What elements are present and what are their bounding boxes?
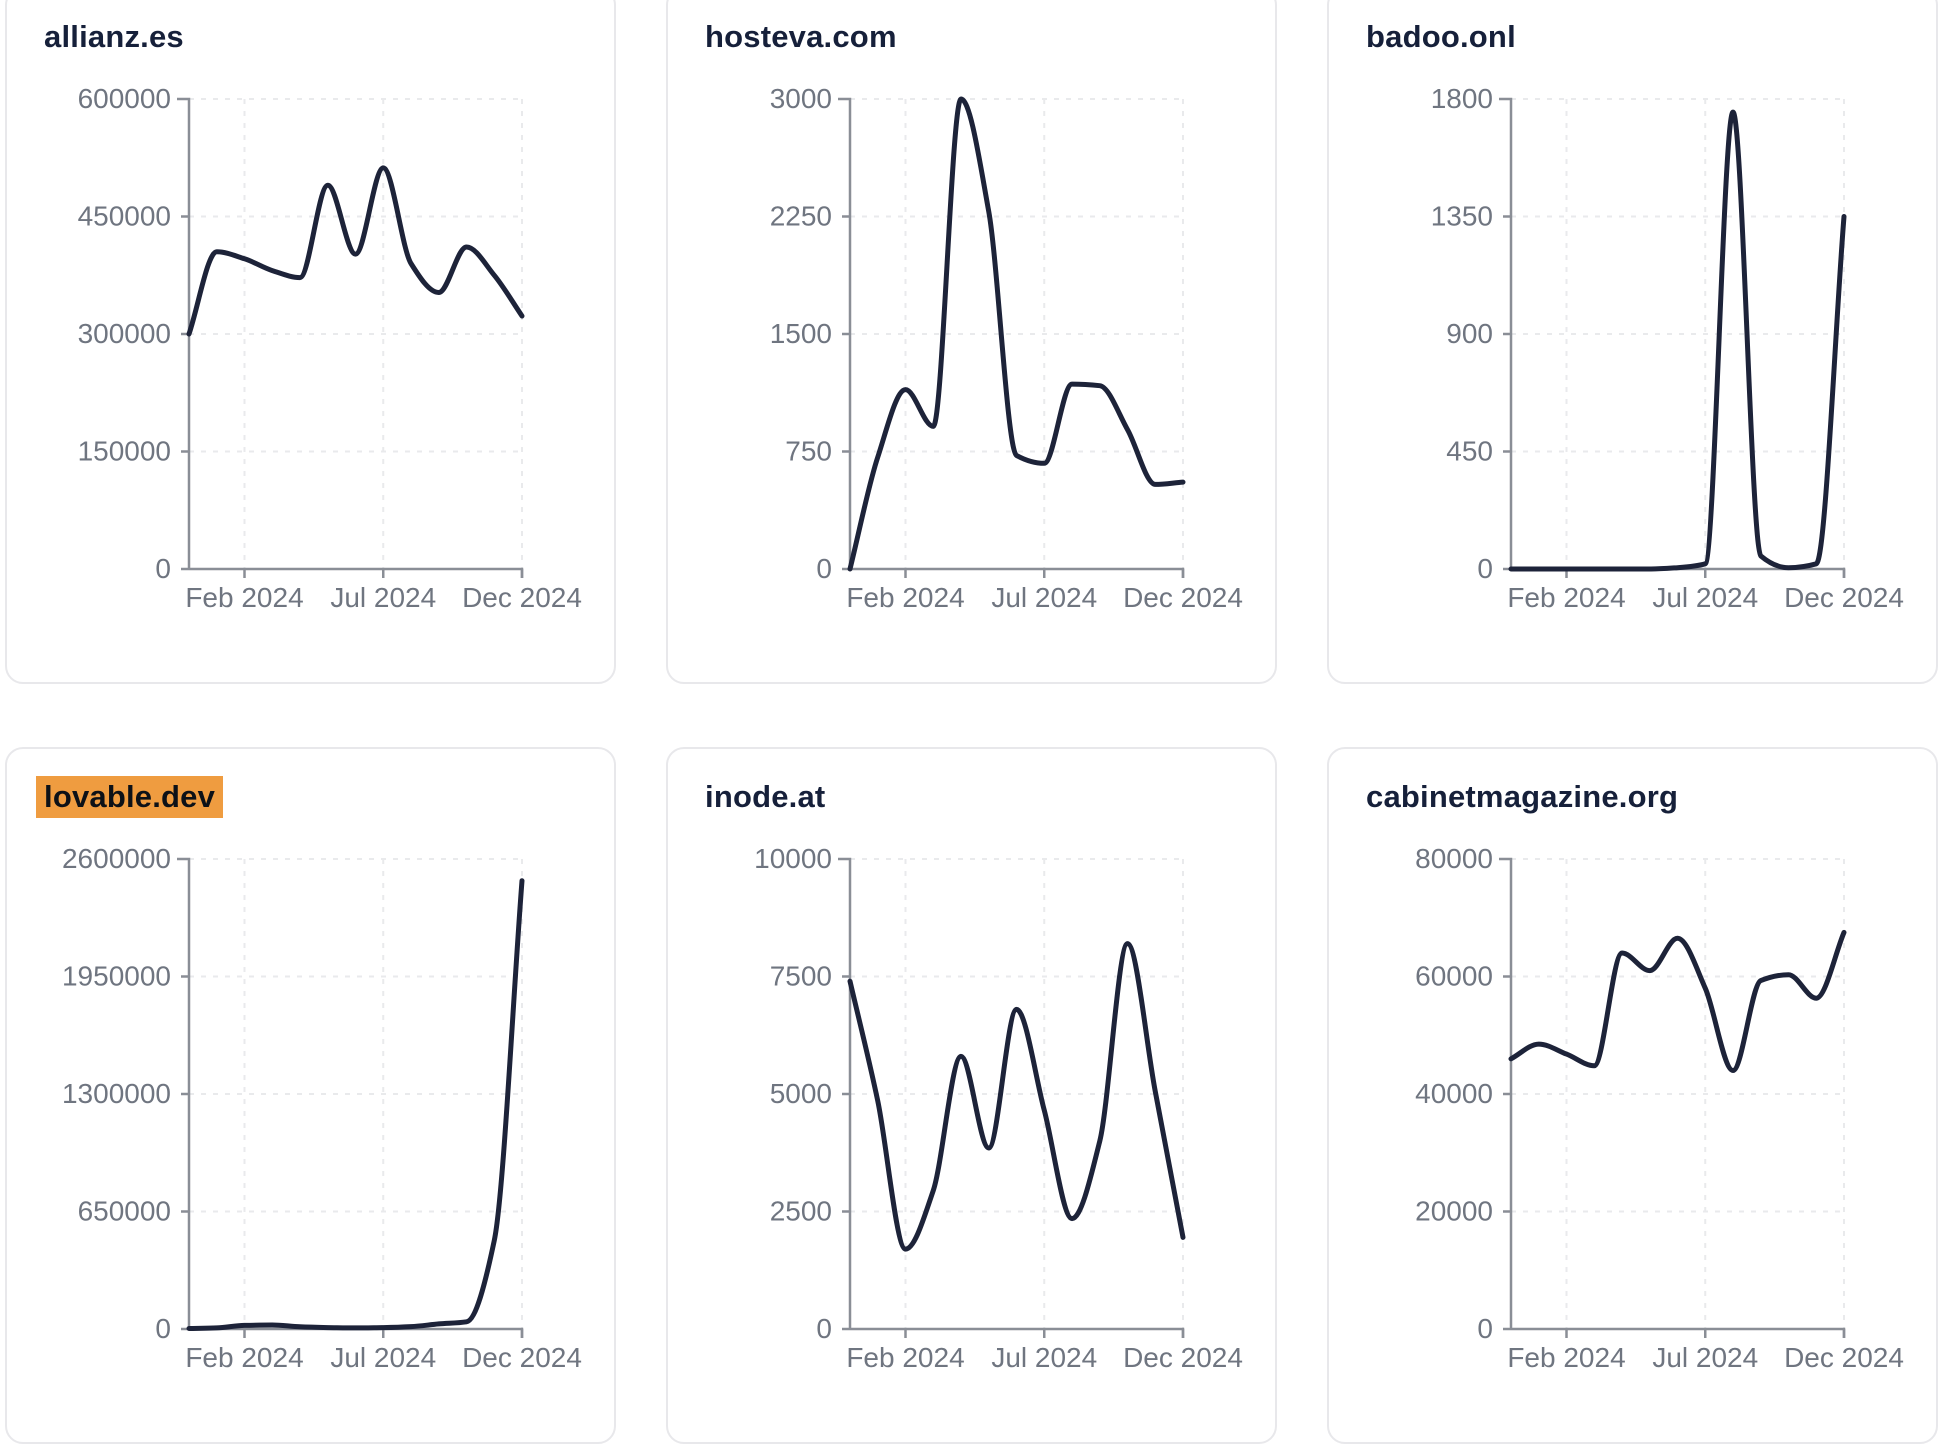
svg-text:Feb 2024: Feb 2024 (185, 582, 303, 613)
line-chart: 0 750 1500 2250 3000 Feb 2024 Jul 2024 Dec 2024 (770, 83, 1243, 613)
svg-text:300000: 300000 (78, 318, 171, 349)
svg-text:10000: 10000 (754, 843, 832, 874)
svg-text:0: 0 (155, 1313, 171, 1344)
svg-text:450: 450 (1446, 436, 1493, 467)
svg-text:60000: 60000 (1415, 961, 1493, 992)
svg-text:2600000: 2600000 (62, 843, 171, 874)
svg-text:2500: 2500 (770, 1196, 832, 1227)
svg-text:2250: 2250 (770, 201, 832, 232)
svg-text:3000: 3000 (770, 83, 832, 114)
svg-text:0: 0 (816, 1313, 832, 1344)
svg-text:Jul 2024: Jul 2024 (330, 582, 436, 613)
svg-text:900: 900 (1446, 318, 1493, 349)
svg-text:Feb 2024: Feb 2024 (185, 1342, 303, 1373)
chart-title: allianz.es (44, 19, 184, 54)
svg-text:Dec 2024: Dec 2024 (1784, 582, 1904, 613)
svg-text:150000: 150000 (78, 436, 171, 467)
svg-text:Jul 2024: Jul 2024 (330, 1342, 436, 1373)
chart-title: cabinetmagazine.org (1366, 779, 1679, 814)
line-chart: 0 150000 300000 450000 600000 Feb 2024 Jul 202… (78, 83, 582, 613)
chart-card: 0 150000 300000 450000 600000 Feb 2024 Jul 202… (5, 0, 616, 684)
svg-text:1350: 1350 (1431, 201, 1493, 232)
chart-title-highlighted: 0 650000 1300000 1950000 2600000 Feb 2024 Jul … (62, 843, 582, 1373)
chart-card: 0 650000 1300000 1950000 2600000 Feb 2024 Jul … (5, 747, 616, 1444)
chart-title: lovable.dev (36, 776, 224, 818)
svg-text:Jul 2024: Jul 2024 (991, 582, 1097, 613)
svg-text:Feb 2024: Feb 2024 (1507, 1342, 1625, 1373)
chart-title: hosteva.com (705, 19, 897, 54)
chart-card: 0 2500 5000 7500 10000 Feb 2024 Jul 2024 Dec 20… (666, 747, 1277, 1444)
svg-text:Dec 2024: Dec 2024 (1784, 1342, 1904, 1373)
svg-text:650000: 650000 (78, 1196, 171, 1227)
chart-card: 0 750 1500 2250 3000 Feb 2024 Jul 2024 Dec 2024… (666, 0, 1277, 684)
svg-text:Dec 2024: Dec 2024 (462, 582, 582, 613)
svg-text:0: 0 (1477, 1313, 1493, 1344)
svg-text:5000: 5000 (770, 1078, 832, 1109)
line-chart: 0 2500 5000 7500 10000 Feb 2024 Jul 2024 Dec 20… (754, 843, 1243, 1373)
svg-text:1950000: 1950000 (62, 961, 171, 992)
svg-text:Jul 2024: Jul 2024 (1652, 1342, 1758, 1373)
svg-text:Jul 2024: Jul 2024 (991, 1342, 1097, 1373)
svg-text:40000: 40000 (1415, 1078, 1493, 1109)
svg-text:450000: 450000 (78, 201, 171, 232)
chart-title: inode.at (705, 779, 826, 814)
line-chart: 0 450 900 1350 1800 Feb 2024 Jul 2024 Dec 2024 (1431, 83, 1904, 613)
svg-text:0: 0 (155, 553, 171, 584)
line-chart: 0 20000 40000 60000 80000 Feb 2024 Jul 2024 Dec… (1415, 843, 1904, 1373)
svg-text:600000: 600000 (78, 83, 171, 114)
svg-text:Jul 2024: Jul 2024 (1652, 582, 1758, 613)
svg-text:Dec 2024: Dec 2024 (1123, 1342, 1243, 1373)
svg-text:0: 0 (1477, 553, 1493, 584)
svg-text:1300000: 1300000 (62, 1078, 171, 1109)
svg-text:Feb 2024: Feb 2024 (846, 582, 964, 613)
chart-title: badoo.onl (1366, 19, 1516, 54)
chart-card: 0 450 900 1350 1800 Feb 2024 Jul 2024 Dec 2024 … (1327, 0, 1938, 684)
svg-text:Dec 2024: Dec 2024 (462, 1342, 582, 1373)
svg-text:Feb 2024: Feb 2024 (1507, 582, 1625, 613)
svg-text:750: 750 (785, 436, 832, 467)
svg-text:80000: 80000 (1415, 843, 1493, 874)
svg-text:1500: 1500 (770, 318, 832, 349)
svg-text:Dec 2024: Dec 2024 (1123, 582, 1243, 613)
svg-text:20000: 20000 (1415, 1196, 1493, 1227)
svg-text:0: 0 (816, 553, 832, 584)
svg-text:1800: 1800 (1431, 83, 1493, 114)
chart-card: 0 20000 40000 60000 80000 Feb 2024 Jul 2024 Dec… (1327, 747, 1938, 1444)
svg-text:7500: 7500 (770, 961, 832, 992)
svg-text:Feb 2024: Feb 2024 (846, 1342, 964, 1373)
charts-grid: 0 150000 300000 450000 600000 Feb 2024 Jul 202… (5, 0, 1938, 1444)
